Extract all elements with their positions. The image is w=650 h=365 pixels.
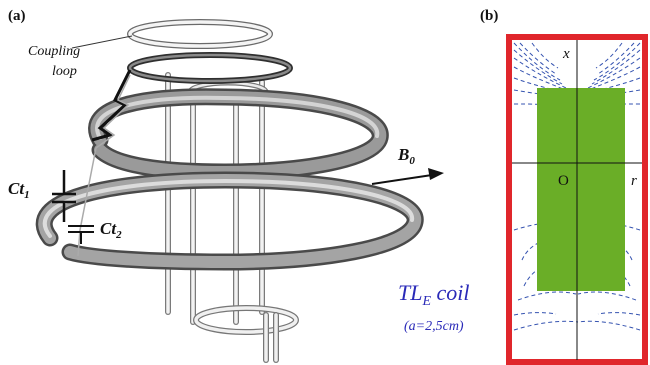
vertical-rods [165, 72, 265, 325]
coupling-loop-label: Coupling loop [28, 35, 133, 79]
coupling-loop [127, 19, 273, 49]
capacitor-ct2 [68, 225, 94, 244]
coil-ring-upper [88, 88, 389, 181]
coupling-loop-text-2: loop [52, 64, 77, 79]
b0-arrow [371, 168, 444, 185]
origin-label: O [558, 173, 569, 189]
capacitor-ct1 [52, 170, 76, 222]
sample-region [537, 88, 625, 291]
panel-b-label: (b) [480, 8, 498, 24]
coil-title: TLE coil [398, 280, 470, 309]
panel-a: (a) [8, 8, 470, 363]
axes [512, 40, 642, 360]
panel-a-label: (a) [8, 8, 26, 24]
bottom-ring [193, 305, 299, 363]
coil-note: (a=2,5cm) [404, 319, 464, 334]
b0-label: B0 [397, 145, 415, 167]
coil-ring-lower [35, 171, 424, 271]
axis-r-label: r [631, 173, 637, 189]
coupling-loop-text-1: Coupling [28, 44, 80, 59]
coupling-wire [77, 69, 132, 257]
small-ring [127, 52, 293, 84]
ct1-label: Ct1 [8, 179, 30, 201]
axis-x-label: x [562, 46, 570, 62]
panel-b: (b) [480, 8, 648, 365]
ct2-label: Ct2 [100, 219, 122, 241]
